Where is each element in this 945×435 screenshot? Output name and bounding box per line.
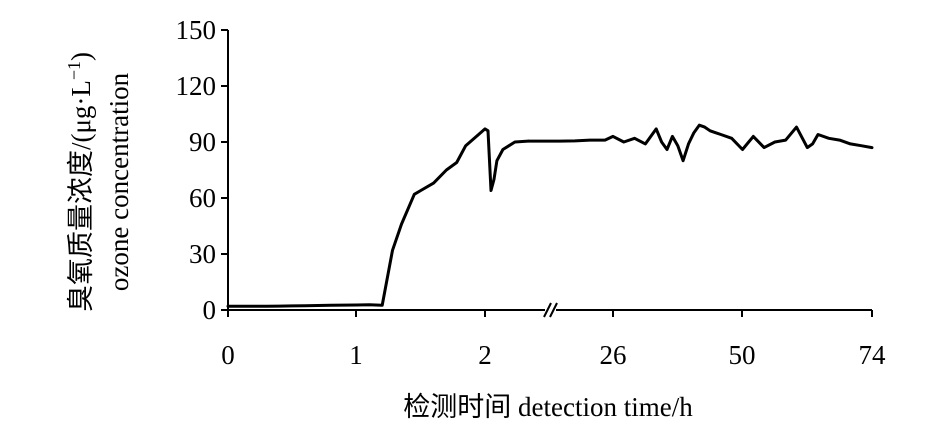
tick-marks bbox=[221, 29, 873, 317]
x-tick-label: 0 bbox=[221, 340, 235, 370]
series-line bbox=[226, 127, 530, 308]
series-line bbox=[611, 123, 874, 163]
x-tick-label: 26 bbox=[600, 340, 627, 370]
y-tick-labels: 0 30 60 90 120 150 bbox=[176, 15, 217, 325]
y-axis-title-sup: −1 bbox=[64, 61, 84, 80]
y-axis-title: 臭氧质量浓度/(μg·L−1) ozone concentration bbox=[64, 52, 134, 312]
axis-break-mark bbox=[549, 302, 558, 318]
y-axis-title-cn: 臭氧质量浓度/(μg·L bbox=[66, 80, 96, 312]
axis-break-mark bbox=[543, 302, 552, 318]
axis-break bbox=[543, 302, 558, 318]
y-tick-label: 0 bbox=[203, 295, 217, 325]
y-axis-title-close: ) bbox=[66, 52, 96, 61]
series-line-bridge bbox=[559, 135, 614, 143]
x-tick-label: 2 bbox=[478, 340, 492, 370]
y-tick-label: 30 bbox=[189, 239, 216, 269]
y-tick-label: 150 bbox=[176, 15, 217, 45]
x-axis-title: 检测时间 detection time/h bbox=[403, 392, 693, 422]
y-axis-title-en: ozone concentration bbox=[104, 72, 134, 291]
y-tick-label: 60 bbox=[189, 183, 216, 213]
series-layer bbox=[226, 123, 874, 308]
x-tick-label: 1 bbox=[349, 340, 363, 370]
y-tick-label: 90 bbox=[189, 127, 216, 157]
axes bbox=[227, 30, 872, 311]
y-tick-label: 120 bbox=[176, 71, 217, 101]
x-tick-labels: 0 1 2 26 50 74 bbox=[221, 340, 886, 370]
x-tick-label: 50 bbox=[729, 340, 756, 370]
x-tick-label: 74 bbox=[859, 340, 887, 370]
svg-text:臭氧质量浓度/(μg·L−1): 臭氧质量浓度/(μg·L−1) bbox=[64, 52, 96, 312]
